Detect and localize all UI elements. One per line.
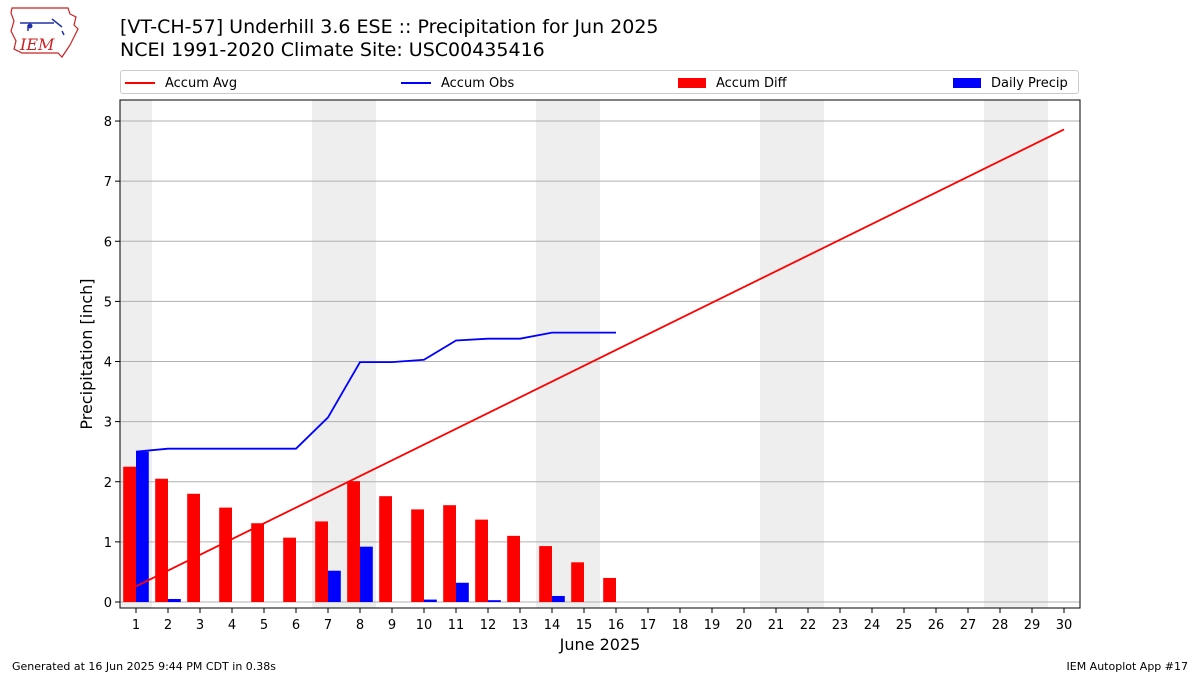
accum-diff-bar (187, 493, 200, 602)
y-tick-label: 4 (104, 356, 112, 371)
x-tick-label: 22 (800, 618, 817, 633)
x-tick-label: 12 (480, 618, 497, 633)
iem-logo: IEM (10, 7, 79, 58)
x-tick-label: 16 (608, 618, 625, 633)
accum-diff-bar (507, 535, 520, 602)
y-axis-label: Precipitation [inch] (77, 278, 96, 429)
x-tick-label: 21 (768, 618, 785, 633)
x-tick-label: 24 (864, 618, 881, 633)
x-tick-label: 25 (896, 618, 913, 633)
legend-label: Accum Diff (716, 75, 787, 91)
x-tick-label: 11 (448, 618, 465, 633)
x-tick-label: 23 (832, 618, 849, 633)
accum-diff-bar (251, 523, 264, 602)
weekend-band (760, 100, 824, 608)
y-tick-label: 7 (104, 175, 112, 190)
y-tick-label: 1 (104, 536, 112, 551)
accum-diff-bar (571, 562, 584, 602)
legend-label: Accum Obs (441, 75, 515, 91)
weekend-band (984, 100, 1048, 608)
x-tick-label: 28 (992, 618, 1009, 633)
daily-precip-bar (488, 600, 501, 602)
accum-diff-bar (155, 478, 168, 602)
daily-precip-bar (456, 582, 469, 602)
x-tick-label: 27 (960, 618, 977, 633)
x-tick-label: 26 (928, 618, 945, 633)
title-block: [VT-CH-57] Underhill 3.6 ESE :: Precipit… (120, 16, 659, 62)
daily-precip-bar (552, 595, 565, 602)
legend-item-accum-obs: Accum Obs (401, 74, 514, 92)
x-tick-label: 6 (292, 618, 300, 633)
x-axis-label: June 2025 (559, 635, 641, 654)
x-tick-label: 13 (512, 618, 529, 633)
logo-text: IEM (19, 35, 55, 54)
x-tick-label: 17 (640, 618, 657, 633)
weekend-band (536, 100, 600, 608)
accum-diff-bar (123, 466, 136, 602)
y-tick-label: 6 (104, 235, 112, 250)
x-tick-label: 8 (356, 618, 364, 633)
x-tick-label: 3 (196, 618, 204, 633)
y-tick-label: 5 (104, 295, 112, 310)
accum-diff-bar (411, 509, 424, 602)
daily-precip-bar (168, 598, 181, 602)
daily-precip-bar (360, 546, 373, 602)
legend-label: Accum Avg (165, 75, 238, 91)
x-tick-label: 2 (164, 618, 172, 633)
x-tick-label: 15 (576, 618, 593, 633)
accum-obs-line (135, 331, 616, 453)
x-tick-label: 14 (544, 618, 561, 633)
x-tick-label: 7 (324, 618, 332, 633)
x-tick-label: 10 (416, 618, 433, 633)
y-tick-label: 3 (104, 416, 112, 431)
x-tick-label: 19 (704, 618, 721, 633)
legend-item-accum-diff: Accum Diff (678, 74, 787, 92)
daily-precip-bar (136, 451, 149, 602)
y-gridlines (120, 120, 1080, 603)
legend-swatch (125, 82, 155, 84)
legend-swatch (678, 78, 706, 88)
legend-item-daily-precip: Daily Precip (953, 74, 1068, 92)
x-tick-label: 4 (228, 618, 236, 633)
chart-subtitle: NCEI 1991-2020 Climate Site: USC00435416 (120, 39, 545, 61)
x-tick-label: 9 (388, 618, 396, 633)
generated-timestamp: Generated at 16 Jun 2025 9:44 PM CDT in … (12, 660, 277, 673)
x-tick-label: 29 (1024, 618, 1041, 633)
y-tick-label: 2 (104, 476, 112, 491)
accum-diff-bar (315, 521, 328, 602)
legend: Accum Avg Accum Obs Accum Diff Daily Pre… (120, 70, 1079, 94)
lines (135, 128, 1065, 588)
x-tick-label: 5 (260, 618, 268, 633)
x-tick-label: 20 (736, 618, 753, 633)
accum-avg-line (135, 128, 1065, 588)
legend-swatch (401, 82, 431, 84)
legend-label: Daily Precip (991, 75, 1068, 91)
accum-diff-bar (347, 481, 360, 602)
accum-diff-bar (539, 546, 552, 602)
x-tick-label: 30 (1056, 618, 1073, 633)
daily-precip-bar (424, 599, 437, 602)
x-tick-label: 18 (672, 618, 689, 633)
accum-diff-bar (603, 577, 616, 602)
app-credit: IEM Autoplot App #17 (1066, 660, 1189, 673)
daily-precip-bar (328, 570, 341, 602)
legend-item-accum-avg: Accum Avg (125, 74, 237, 92)
plot-frame (119, 99, 1081, 609)
legend-swatch (953, 78, 981, 88)
accum-diff-bar (379, 496, 392, 602)
accum-diff-bar (443, 505, 456, 602)
y-tick-label: 0 (104, 596, 112, 611)
y-tick-label: 8 (104, 115, 112, 130)
chart-title: [VT-CH-57] Underhill 3.6 ESE :: Precipit… (120, 16, 659, 38)
accum-diff-bar (475, 519, 488, 602)
accum-diff-bar (219, 507, 232, 602)
accum-diff-bar (283, 537, 296, 602)
x-tick-label: 1 (132, 618, 140, 633)
